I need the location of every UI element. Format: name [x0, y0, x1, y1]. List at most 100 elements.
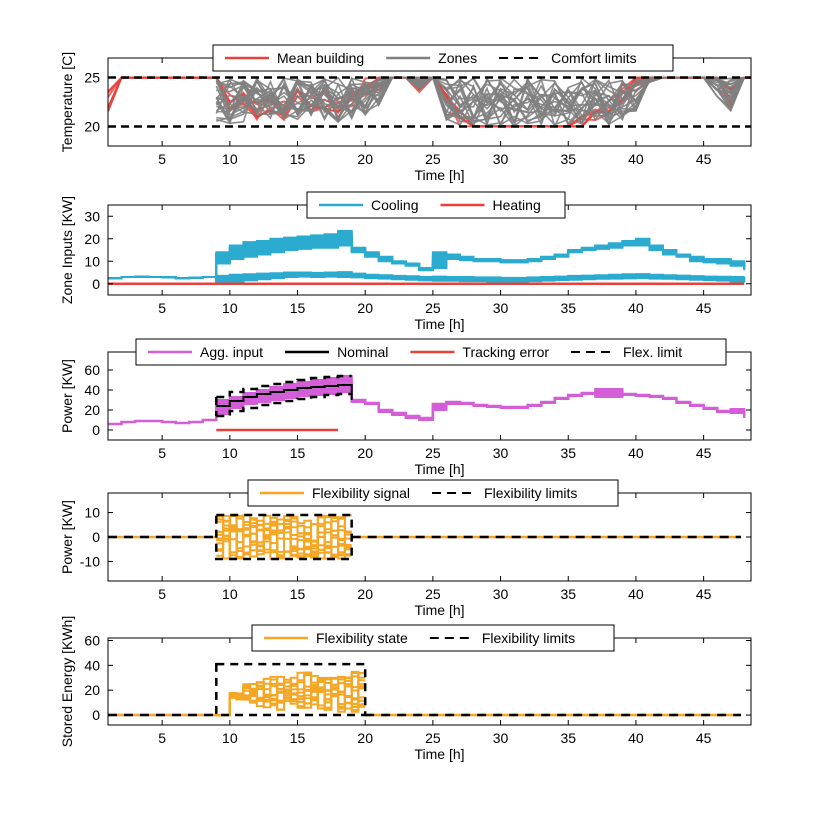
y-tick-label: 10: [84, 505, 100, 521]
series-comfort-limits: [108, 76, 751, 128]
legend-label: Flexibility limits: [484, 485, 577, 501]
x-tick-label: 10: [222, 151, 238, 167]
x-tick-label: 20: [357, 445, 373, 461]
y-axis-label: Power [KW]: [59, 359, 75, 433]
legend-item: Tracking error: [410, 344, 549, 360]
x-tick-label: 15: [290, 586, 306, 602]
x-tick-label: 35: [560, 151, 576, 167]
x-tick-label: 30: [493, 730, 509, 746]
y-tick-label: 20: [84, 118, 100, 134]
plot-area: [108, 374, 746, 432]
legend-label: Heating: [492, 197, 540, 213]
legend-item: Agg. input: [148, 344, 263, 360]
legend-box: [212, 44, 674, 72]
x-axis-label: Time [h]: [414, 602, 464, 618]
legend-item: Heating: [440, 197, 541, 213]
x-tick-label: 10: [222, 445, 238, 461]
x-tick-label: 15: [290, 300, 306, 316]
x-axis-label: Time [h]: [414, 746, 464, 762]
legend: Cooling Heating: [306, 191, 566, 219]
x-tick-label: 25: [425, 151, 441, 167]
x-tick-label: 30: [493, 151, 509, 167]
flex-limit-lower: [216, 392, 352, 418]
flexibility-limit-box: [215, 513, 353, 561]
series-zones: [215, 75, 745, 129]
x-tick-label: 30: [493, 586, 509, 602]
flex-limit-upper: [216, 374, 352, 399]
y-tick-label: 20: [84, 402, 100, 418]
x-tick-label: 10: [222, 300, 238, 316]
series-flexibility-limits: [215, 513, 353, 561]
y-axis-label: Zone Inputs [KW]: [59, 196, 75, 304]
y-tick-label: 0: [92, 276, 100, 292]
x-tick-label: 30: [493, 300, 509, 316]
x-tick-label: 45: [696, 300, 712, 316]
cooling-trace: [108, 271, 745, 280]
series-cooling: [108, 229, 746, 285]
legend: Agg. input Nominal Tracking error Flex. lim…: [135, 338, 727, 366]
legend-label: Flex. limit: [623, 344, 682, 360]
legend-item: Flexibility state: [264, 630, 408, 646]
chart-panel-3: 5 10 15 20 25 30 35 40 45 0 20 40 60 Time [h] Power [K…: [59, 338, 752, 477]
y-tick-label: 20: [84, 231, 100, 247]
x-tick-label: 40: [628, 151, 644, 167]
flex-trace: [216, 514, 352, 558]
y-tick-label: 40: [84, 382, 100, 398]
y-tick-label: 20: [84, 682, 100, 698]
legend-label: Tracking error: [462, 344, 549, 360]
x-tick-label: 5: [158, 300, 166, 316]
x-tick-label: 5: [158, 730, 166, 746]
cooling-trace: [108, 229, 746, 280]
flex-trace: [216, 670, 366, 717]
x-tick-label: 10: [222, 586, 238, 602]
legend-label: Nominal: [337, 344, 388, 360]
x-axis-label: Time [h]: [414, 167, 464, 183]
legend-label: Agg. input: [200, 344, 263, 360]
y-tick-label: 30: [84, 208, 100, 224]
zone-trace: [215, 76, 745, 126]
x-tick-label: 35: [560, 586, 576, 602]
y-axis-label: Temperature [C]: [59, 52, 75, 152]
legend-item: Zones: [386, 50, 477, 66]
x-tick-label: 30: [493, 445, 509, 461]
legend-label: Comfort limits: [551, 50, 637, 66]
plot-area: [108, 229, 746, 286]
legend-label: Cooling: [371, 197, 418, 213]
x-tick-label: 25: [425, 445, 441, 461]
x-tick-label: 5: [158, 586, 166, 602]
legend-label: Flexibility limits: [482, 630, 575, 646]
y-tick-label: 40: [84, 657, 100, 673]
x-tick-label: 40: [628, 730, 644, 746]
legend-item: Comfort limits: [499, 50, 637, 66]
x-tick-label: 45: [696, 586, 712, 602]
series-flex-limit: [215, 374, 352, 418]
series-flexibility-limits: [215, 662, 367, 717]
chart-panel-2: 5 10 15 20 25 30 35 40 45 0 10 20 30 Time [h] Zone Inp…: [59, 191, 752, 332]
x-tick-label: 25: [425, 586, 441, 602]
x-tick-label: 20: [357, 730, 373, 746]
legend-label: Flexibility state: [316, 630, 408, 646]
series-line: [216, 384, 353, 407]
series-nominal: [216, 384, 353, 407]
legend-label: Flexibility signal: [312, 485, 410, 501]
legend-item: Nominal: [285, 344, 388, 360]
y-tick-label: 10: [84, 253, 100, 269]
x-tick-label: 35: [560, 730, 576, 746]
legend: Flexibility state Flexibility limits: [251, 624, 615, 652]
x-tick-label: 45: [696, 151, 712, 167]
x-tick-label: 45: [696, 730, 712, 746]
legend: Flexibility signal Flexibility limits: [247, 479, 619, 507]
x-axis-label: Time [h]: [414, 316, 464, 332]
plot-area: [108, 662, 741, 717]
x-tick-label: 5: [158, 445, 166, 461]
legend-item: Cooling: [319, 197, 418, 213]
flex-trace: [216, 514, 352, 560]
x-tick-label: 20: [357, 586, 373, 602]
plot-area: [108, 513, 741, 561]
chart-panel-5: 5 10 15 20 25 30 35 40 45 0 20 40 60 Time [h] Stored E…: [59, 616, 752, 762]
y-tick-label: 60: [84, 362, 100, 378]
x-tick-label: 35: [560, 445, 576, 461]
y-tick-label: -10: [80, 553, 100, 569]
